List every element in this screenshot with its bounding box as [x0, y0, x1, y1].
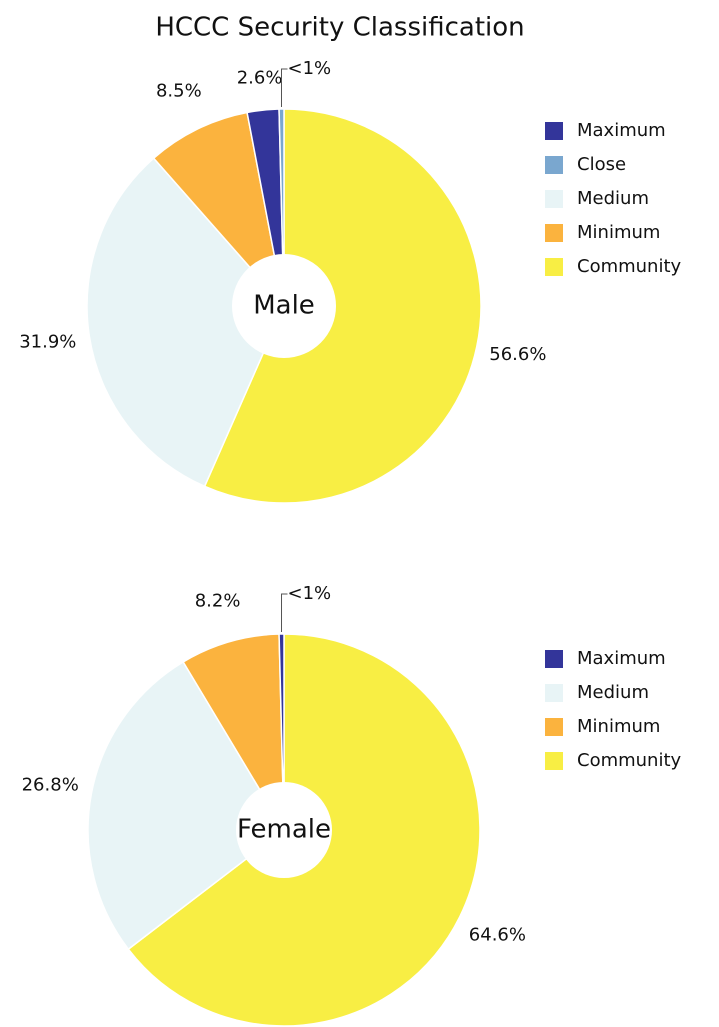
legend-swatch: [545, 190, 563, 208]
leader-line: [280, 68, 288, 108]
legend-swatch: [545, 122, 563, 140]
data-label: 8.2%: [195, 590, 241, 611]
legend-swatch: [545, 718, 563, 736]
data-label: 31.9%: [19, 332, 76, 353]
leader-line: [281, 593, 288, 633]
legend-swatch: [545, 258, 563, 276]
data-label: 56.6%: [489, 344, 546, 365]
legend-label: Maximum: [577, 648, 666, 669]
legend-label: Close: [577, 154, 626, 175]
data-label: 2.6%: [237, 67, 283, 88]
pie-slice: [152, 111, 286, 309]
legend-label: Community: [577, 256, 682, 277]
data-label: 26.8%: [22, 774, 79, 795]
data-label: 8.5%: [156, 80, 202, 101]
center-label: Male: [253, 291, 315, 321]
chart-title: HCCC Security Classification: [155, 13, 524, 43]
legend-label: Medium: [577, 682, 649, 703]
pie-slice: [278, 633, 285, 831]
center-label: Female: [237, 815, 331, 845]
legend-label: Medium: [577, 188, 649, 209]
legend-swatch: [545, 752, 563, 770]
legend-label: Maximum: [577, 120, 666, 141]
pie-slice: [86, 157, 285, 488]
data-label: 64.6%: [469, 924, 526, 945]
legend-label: Minimum: [577, 716, 660, 737]
data-label: <1%: [288, 583, 332, 604]
legend-swatch: [545, 650, 563, 668]
legend-swatch: [545, 156, 563, 174]
pie-slice: [87, 660, 285, 951]
legend-label: Minimum: [577, 222, 660, 243]
donut-hole: [232, 254, 336, 358]
pie-slice: [182, 633, 285, 833]
legend-swatch: [545, 224, 563, 242]
pie-slice: [203, 108, 482, 504]
legend-swatch: [545, 684, 563, 702]
legend-label: Community: [577, 750, 682, 771]
donut-hole: [236, 782, 332, 878]
data-label: <1%: [287, 58, 331, 79]
